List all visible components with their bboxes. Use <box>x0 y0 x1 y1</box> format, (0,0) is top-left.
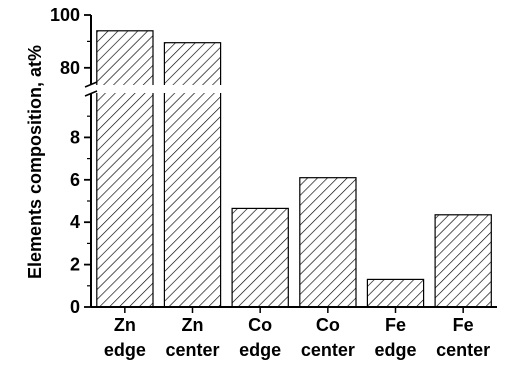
bar-co-center <box>299 177 357 308</box>
bars-group <box>89 30 499 308</box>
x-category-sublabel: center <box>301 340 355 360</box>
y-tick-label: 100 <box>50 5 80 25</box>
bar-zn-edge <box>96 30 154 308</box>
x-category-label: Co <box>316 315 340 335</box>
x-category-sublabel: center <box>436 340 490 360</box>
x-category-sublabel: edge <box>104 340 146 360</box>
axes-group <box>84 15 497 308</box>
y-tick-label: 6 <box>70 170 80 190</box>
x-category-sublabel: center <box>165 340 219 360</box>
y-tick-label: 8 <box>70 127 80 147</box>
y-tick-label: 4 <box>70 212 80 232</box>
x-category-label: Zn <box>182 315 204 335</box>
x-category-label: Co <box>248 315 272 335</box>
x-category-sublabel: edge <box>374 340 416 360</box>
bar-fe-center <box>434 214 492 308</box>
y-tick-label: 0 <box>70 297 80 317</box>
x-category-sublabel: edge <box>239 340 281 360</box>
y-axis-title: Elements composition, at% <box>25 45 45 279</box>
y-tick-label: 80 <box>60 58 80 78</box>
x-category-label: Zn <box>114 315 136 335</box>
x-category-label: Fe <box>453 315 474 335</box>
category-labels-group: Zn edge Zn center Co edge Co center Fe edge Fe cent… <box>104 307 490 360</box>
bar-fe-edge <box>366 278 425 308</box>
x-category-label: Fe <box>385 315 406 335</box>
y-tick-label: 2 <box>70 255 80 275</box>
bar-zn-center <box>163 42 222 308</box>
axis-break-gap <box>89 85 499 93</box>
bar-co-edge <box>231 207 289 308</box>
y-ticks-group: 0 2 4 6 8 80 100 <box>50 5 91 317</box>
